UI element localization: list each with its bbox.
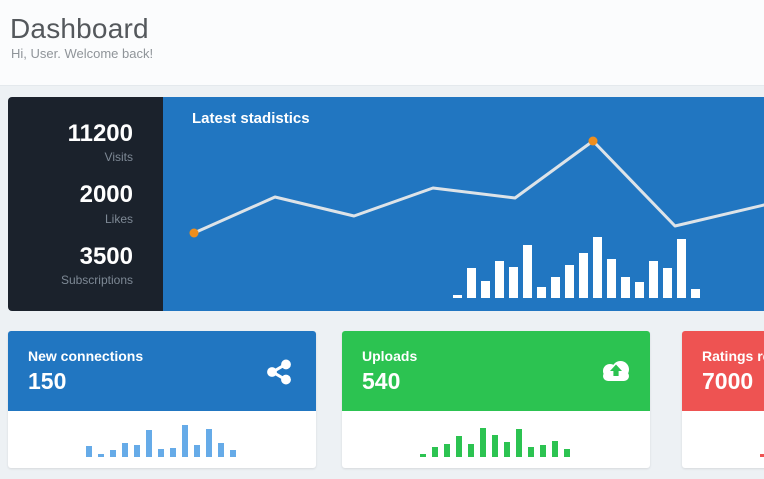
card-ratings-received: Ratings received 7000 <box>682 331 764 468</box>
card-uploads-value: 540 <box>362 368 401 394</box>
stat-likes: 2000 Likes <box>8 181 133 226</box>
uploads-bar-chart <box>420 428 570 457</box>
new-connections-bar-chart <box>86 425 236 457</box>
subscriptions-label: Subscriptions <box>60 273 133 288</box>
visits-value: 11200 <box>67 119 133 147</box>
activity-bar-chart <box>453 237 700 298</box>
card-uploads: Uploads 540 <box>342 331 650 468</box>
card-ratings-received-label: Ratings received <box>702 348 764 364</box>
card-ratings-received-header: Ratings received 7000 <box>682 331 764 411</box>
ratings-received-bar-chart <box>760 454 764 457</box>
page-title: Dashboard <box>10 13 149 44</box>
card-new-connections-header: New connections 150 <box>8 331 316 411</box>
likes-value: 2000 <box>79 181 133 209</box>
share-icon <box>265 358 295 385</box>
card-new-connections-label: New connections <box>28 348 144 364</box>
stats-summary-panel: 11200 Visits 2000 Likes 3500 Subscriptio… <box>8 97 163 311</box>
cloud-upload-icon <box>599 358 629 384</box>
card-new-connections-value: 150 <box>28 368 67 394</box>
card-ratings-received-value: 7000 <box>702 368 754 394</box>
card-uploads-header: Uploads 540 <box>342 331 650 411</box>
visits-line-chart <box>189 136 764 238</box>
latest-statistics-panel: Latest stadistics <box>163 97 764 311</box>
page-header: Dashboard Hi, User. Welcome back! <box>0 0 764 86</box>
statistics-title: Latest stadistics <box>192 110 310 127</box>
card-uploads-label: Uploads <box>362 348 418 364</box>
stat-visits: 11200 Visits <box>8 119 133 165</box>
visits-label: Visits <box>104 150 133 165</box>
likes-label: Likes <box>104 211 133 226</box>
card-ratings-received-chart-area <box>682 411 764 468</box>
subscriptions-value: 3500 <box>79 242 133 270</box>
welcome-message: Hi, User. Welcome back! <box>11 46 154 61</box>
stat-subscriptions: 3500 Subscriptions <box>8 242 133 288</box>
card-new-connections-chart-area <box>8 411 316 468</box>
card-uploads-chart-area <box>342 411 650 468</box>
card-new-connections: New connections 150 <box>8 331 316 468</box>
